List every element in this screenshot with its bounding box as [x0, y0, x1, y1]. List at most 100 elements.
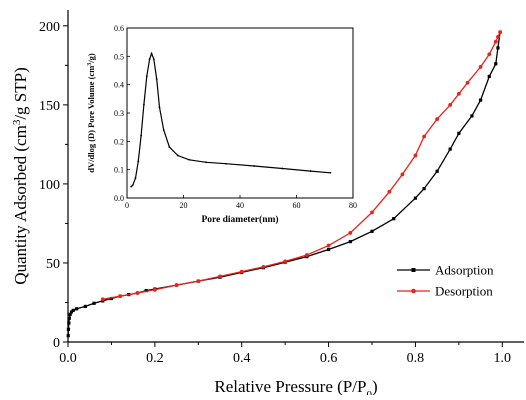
- desorption-point: [387, 189, 392, 194]
- adsorption-point: [348, 240, 352, 244]
- pore-distribution-point: [145, 75, 148, 78]
- desorption-point: [218, 274, 222, 279]
- desorption-point: [135, 291, 140, 295]
- adsorption-point: [496, 46, 500, 50]
- inset-y-tick-label: 0.5: [114, 52, 124, 61]
- pore-distribution-point: [137, 160, 140, 163]
- desorption-point: [465, 80, 470, 85]
- adsorption-point: [435, 169, 439, 173]
- adsorption-point: [109, 296, 114, 301]
- legend-marker-desorption: [411, 288, 416, 294]
- inset-y-tick-label: 0.2: [114, 137, 124, 146]
- adsorption-point: [83, 304, 87, 309]
- inset-y-tick-label: 0.3: [114, 109, 124, 118]
- adsorption-point: [326, 247, 331, 252]
- desorption-point: [456, 91, 461, 96]
- adsorption-point: [370, 229, 374, 233]
- inset-y-axis-title: dV/dlog (D) Pore Volume (cm3/g): [86, 53, 96, 173]
- main-y-axis-title: Quantity Adsorbed (cm3/g STP): [11, 67, 30, 285]
- main-x-tick-label: 0.2: [146, 351, 164, 366]
- adsorption-point: [92, 301, 96, 305]
- pore-distribution-point: [131, 184, 134, 187]
- inset-y-tick-label: 0.0: [114, 194, 124, 203]
- desorption-point: [498, 30, 503, 35]
- inset-x-axis-title: Pore diameter(nm): [201, 214, 278, 225]
- pore-distribution-point: [143, 103, 145, 106]
- pore-distribution-point: [309, 170, 312, 172]
- adsorption-point: [69, 310, 74, 314]
- pore-distribution-point: [152, 58, 155, 61]
- desorption-point: [487, 52, 492, 57]
- adsorption-point: [75, 307, 79, 311]
- inset-series-group: [130, 51, 332, 188]
- inset-y-axis-title-superscript: 3: [87, 63, 93, 66]
- adsorption-point: [470, 114, 474, 118]
- adsorption-point: [392, 217, 396, 221]
- desorption-point: [370, 210, 374, 215]
- inset-y-tick-label: 0.4: [114, 81, 124, 90]
- pore-distribution-line: [130, 51, 331, 188]
- inset-x-tick-label: 40: [236, 201, 244, 210]
- pore-distribution-point: [155, 78, 158, 80]
- pore-distribution-point: [148, 58, 151, 61]
- adsorption-point: [66, 334, 70, 338]
- adsorption-point: [457, 131, 461, 135]
- main-y-tick-label: 200: [39, 20, 60, 35]
- adsorption-point: [422, 187, 426, 191]
- desorption-point: [100, 297, 105, 302]
- desorption-point: [283, 259, 288, 264]
- pore-distribution-point: [130, 185, 133, 188]
- main-x-tick-label: 0.4: [233, 351, 251, 366]
- desorption-point: [152, 287, 157, 292]
- main-x-axis-title-main: Relative Pressure (P/P: [214, 377, 366, 395]
- desorption-point: [348, 231, 353, 235]
- main-x-axis-title: Relative Pressure (P/P0): [214, 377, 377, 395]
- pore-distribution-point: [224, 162, 227, 165]
- inset-chart: 0 20 40 60 80 0.0 0.1 0.2 0.3 0.4 0.5 0.6 Pore diam…: [86, 24, 357, 225]
- inset-x-tick-label: 60: [293, 201, 301, 210]
- desorption-point: [496, 34, 500, 39]
- pore-distribution-point: [253, 165, 256, 167]
- pore-distribution-point: [150, 52, 153, 55]
- pore-distribution-point: [176, 154, 179, 157]
- inset-y-axis-title-main: dV/dlog (D) Pore Volume (cm: [86, 66, 96, 173]
- legend-label-adsorption: Adsorption: [435, 263, 494, 278]
- pore-distribution-point: [329, 171, 332, 174]
- inset-x-tick-label: 20: [180, 201, 188, 210]
- desorption-point: [239, 269, 244, 274]
- main-y-tick-label: 50: [46, 257, 60, 272]
- pore-distribution-point: [188, 158, 191, 161]
- desorption-point: [174, 283, 179, 287]
- main-x-tick-label: 0.8: [407, 351, 425, 366]
- main-x-axis-title-end: ): [372, 377, 378, 395]
- legend-marker-adsorption: [411, 268, 416, 272]
- main-y-tick-label: 0: [53, 336, 60, 351]
- desorption-point: [413, 153, 418, 158]
- desorption-point: [422, 134, 427, 139]
- legend-label-desorption: Desorption: [435, 284, 493, 299]
- pore-distribution-point: [281, 167, 284, 170]
- adsorption-point: [67, 321, 71, 325]
- adsorption-point: [413, 196, 418, 200]
- pore-distribution-point: [140, 134, 143, 137]
- desorption-point: [326, 243, 331, 248]
- pore-distribution-point: [205, 161, 208, 164]
- adsorption-point: [494, 62, 498, 66]
- main-x-tick-label: 0.0: [59, 351, 77, 366]
- desorption-point: [478, 65, 483, 69]
- desorption-point: [400, 172, 405, 177]
- desorption-point: [493, 39, 498, 44]
- pore-distribution-point: [168, 146, 171, 148]
- adsorption-point: [144, 289, 148, 293]
- main-y-axis-title-superscript: 3: [11, 119, 23, 125]
- adsorption-point: [66, 327, 71, 331]
- desorption-point: [261, 265, 266, 269]
- desorption-point: [448, 102, 453, 107]
- main-y-axis-title-end: /g STP): [11, 67, 30, 119]
- main-y-tick-label: 150: [39, 99, 60, 114]
- desorption-point: [435, 117, 440, 121]
- inset-y-axis-title-end: /g): [86, 53, 96, 64]
- legend: Adsorption Desorption: [397, 263, 494, 299]
